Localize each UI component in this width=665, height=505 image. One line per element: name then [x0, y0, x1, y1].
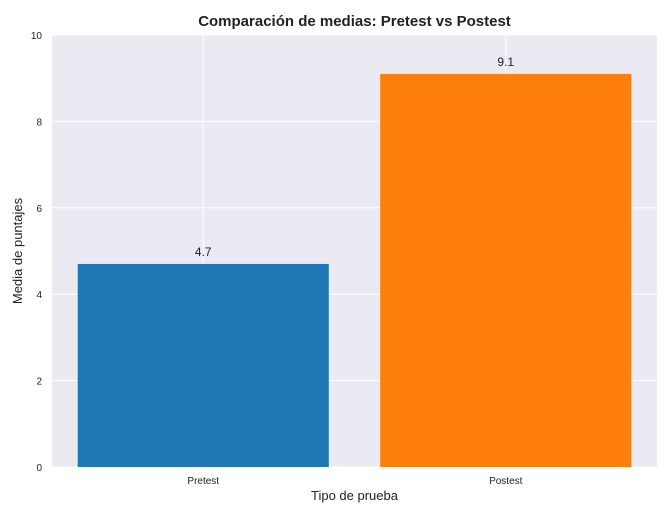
y-tick-label: 8 [36, 117, 42, 128]
y-tick-label: 2 [36, 377, 42, 388]
bar-value-label: 4.7 [195, 245, 212, 259]
bar-value-label: 9.1 [497, 55, 514, 69]
y-axis-title: Media de puntajes [10, 197, 25, 304]
x-axis-title: Tipo de prueba [311, 488, 399, 503]
bar-postest [380, 73, 632, 467]
x-tick-label: Postest [489, 476, 523, 487]
y-axis-ticks: 0 2 4 6 8 10 [31, 31, 43, 474]
y-tick-label: 4 [36, 290, 42, 301]
chart-title: Comparación de medias: Pretest vs Postes… [198, 13, 511, 30]
y-tick-label: 0 [36, 463, 42, 474]
y-tick-label: 6 [36, 204, 42, 215]
bars-layer [77, 73, 632, 467]
x-tick-label: Pretest [187, 476, 219, 487]
y-tick-label: 10 [31, 31, 43, 42]
x-axis-ticks: Pretest Postest [187, 476, 522, 487]
labels-layer: 4.7 9.1 [195, 55, 515, 259]
bar-pretest [77, 263, 329, 467]
